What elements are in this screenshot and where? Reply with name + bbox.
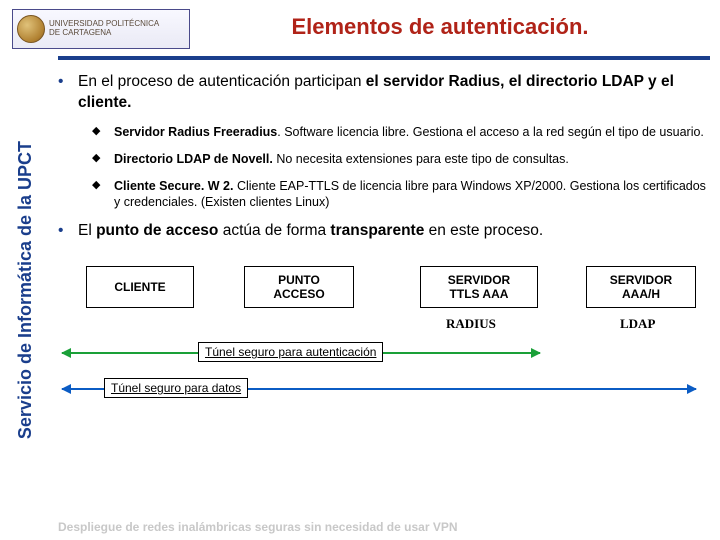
sub3-bold: Cliente Secure. W 2.	[114, 179, 233, 193]
bullet-1-text: En el proceso de autenticación participa…	[78, 72, 708, 114]
bullet-2-text: El punto de acceso actúa de forma transp…	[78, 221, 543, 242]
bullet-1-pre: En el proceso de autenticación participa…	[78, 73, 366, 90]
bullet-2: • El punto de acceso actúa de forma tran…	[58, 221, 708, 242]
logo-text: UNIVERSIDAD POLITÉCNICA DE CARTAGENA	[49, 20, 159, 38]
node-cliente: CLIENTE	[86, 266, 194, 308]
sub-item-3: ◆ Cliente Secure. W 2. Cliente EAP-TTLS …	[92, 178, 708, 212]
slide-title: Elementos de autenticación.	[190, 14, 690, 40]
bullet-dot-icon: •	[58, 72, 78, 114]
proto-label-ldap: LDAP	[620, 316, 655, 332]
node-aaah: SERVIDOR AAA/H	[586, 266, 696, 308]
sub-item-1: ◆ Servidor Radius Freeradius. Software l…	[92, 124, 708, 141]
title-underline	[58, 56, 710, 60]
sidebar: Servicio de Informática de la UPCT	[8, 70, 42, 510]
sub-item-2: ◆ Directorio LDAP de Novell. No necesita…	[92, 151, 708, 168]
b2-bold2: transparente	[330, 222, 424, 239]
tunnel-box-auth: Túnel seguro para autenticación	[198, 342, 383, 362]
proto-label-radius: RADIUS	[446, 316, 496, 332]
diamond-bullet-icon: ◆	[92, 124, 114, 141]
footer-text: Despliegue de redes inalámbricas seguras…	[58, 520, 458, 534]
tunnel-box-data: Túnel seguro para datos	[104, 378, 248, 398]
node-ttls: SERVIDOR TTLS AAA	[420, 266, 538, 308]
b2-mid: actúa de forma	[218, 222, 330, 239]
university-logo: UNIVERSIDAD POLITÉCNICA DE CARTAGENA	[12, 9, 190, 49]
sub2-rest: No necesita extensiones para este tipo d…	[273, 152, 569, 166]
node-punto: PUNTO ACCESO	[244, 266, 354, 308]
sub1-bold: Servidor Radius Freeradius	[114, 125, 277, 139]
sub1-rest: . Software licencia libre. Gestiona el a…	[277, 125, 704, 139]
diamond-bullet-icon: ◆	[92, 178, 114, 212]
bullet-dot-icon: •	[58, 221, 78, 242]
sub-list: ◆ Servidor Radius Freeradius. Software l…	[92, 124, 708, 212]
sidebar-label: Servicio de Informática de la UPCT	[15, 141, 36, 439]
b2-post: en este proceso.	[424, 222, 543, 239]
logo-seal-icon	[17, 15, 45, 43]
slide-header: UNIVERSIDAD POLITÉCNICA DE CARTAGENA Ele…	[0, 0, 720, 54]
content-area: • En el proceso de autenticación partici…	[58, 72, 708, 456]
b2-bold1: punto de acceso	[96, 222, 218, 239]
logo-line2: DE CARTAGENA	[49, 29, 159, 38]
b2-pre: El	[78, 222, 96, 239]
diamond-bullet-icon: ◆	[92, 151, 114, 168]
auth-diagram: CLIENTE PUNTO ACCESO SERVIDOR TTLS AAA SERV…	[58, 266, 708, 456]
bullet-1: • En el proceso de autenticación partici…	[58, 72, 708, 211]
sub2-bold: Directorio LDAP de Novell.	[114, 152, 273, 166]
